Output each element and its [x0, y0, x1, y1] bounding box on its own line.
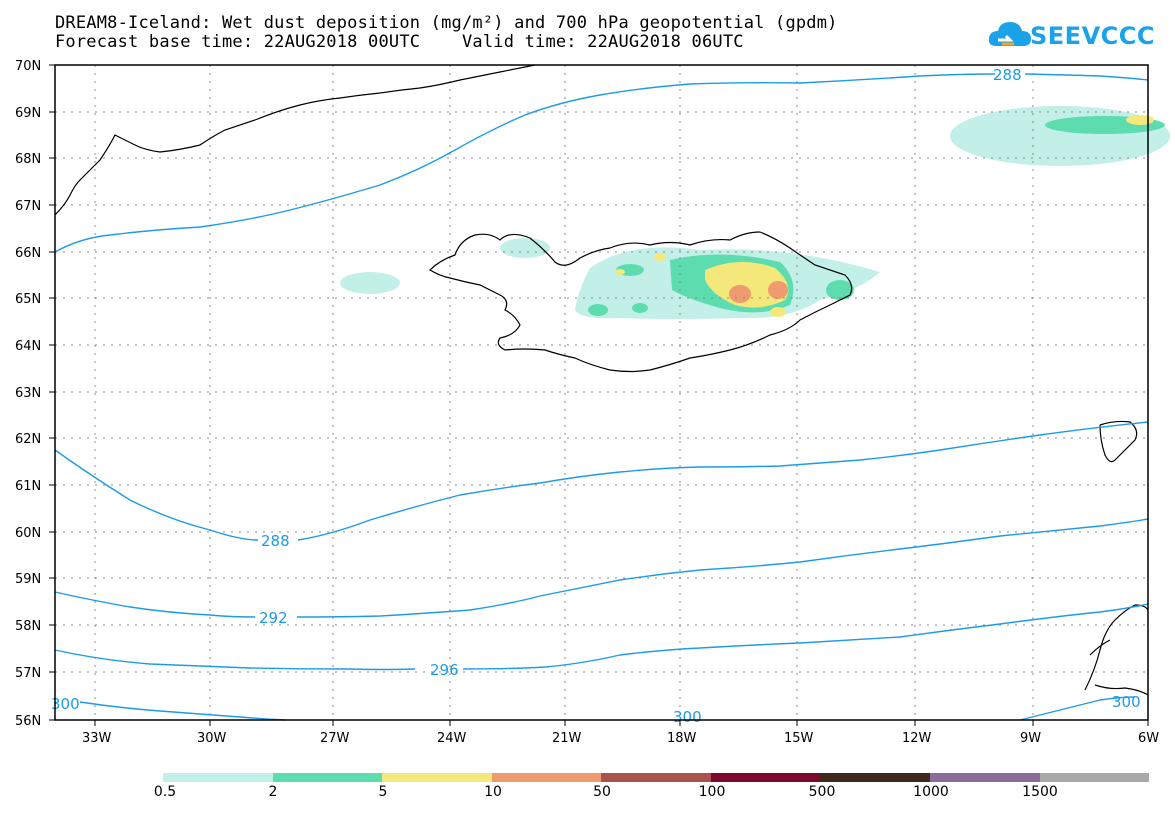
legend-swatch — [601, 773, 711, 782]
contour-label-288-mid: 288 — [261, 532, 290, 550]
lat-label: 60N — [15, 526, 41, 541]
contour-label-292: 292 — [259, 609, 288, 627]
geopotential-contours — [54, 73, 1149, 721]
lon-label: 9W — [1020, 731, 1041, 746]
lat-label: 63N — [15, 386, 41, 401]
lon-label: 18W — [667, 731, 697, 746]
iceland-coast — [429, 231, 853, 373]
lat-label: 70N — [15, 59, 41, 74]
contour-labels: 288 288 292 296 300 300 300 — [51, 66, 1141, 726]
map-title: DREAM8-Iceland: Wet dust deposition (mg/… — [55, 13, 838, 33]
contour-label-300-left: 300 — [51, 695, 80, 713]
longitude-labels: 33W 30W 27W 24W 21W 18W 15W 12W 9W 6W — [82, 731, 1159, 746]
seevccc-logo: SEEVCCC — [988, 18, 1155, 58]
lon-label: 24W — [437, 731, 467, 746]
legend-swatch — [929, 773, 1040, 782]
lat-label: 68N — [15, 152, 41, 167]
legend-swatch — [820, 773, 930, 782]
map-subtitle: Forecast base time: 22AUG2018 00UTC Vali… — [55, 32, 744, 52]
contour-292 — [54, 518, 1149, 618]
lat-label: 64N — [15, 339, 41, 354]
lon-label: 12W — [902, 731, 932, 746]
contour-label-300-right: 300 — [1112, 693, 1141, 711]
legend-label: 5 — [378, 784, 388, 800]
lon-label: 6W — [1138, 731, 1159, 746]
legend-label: 2 — [268, 784, 278, 800]
axis-ticks — [49, 64, 1149, 726]
lat-label: 67N — [15, 199, 41, 214]
lat-label: 65N — [15, 292, 41, 307]
lat-label: 59N — [15, 572, 41, 587]
contour-288-south — [54, 421, 1149, 541]
contour-label-296: 296 — [430, 661, 459, 679]
lat-label: 58N — [15, 619, 41, 634]
legend-label: 10 — [484, 784, 502, 800]
lat-label: 62N — [15, 432, 41, 447]
contour-300-left — [79, 701, 286, 721]
legend-label: 1000 — [913, 784, 949, 800]
lon-label: 33W — [82, 731, 112, 746]
greenland-coast — [54, 64, 536, 216]
lat-label: 57N — [15, 666, 41, 681]
lat-label: 56N — [15, 714, 41, 729]
lon-label: 21W — [552, 731, 582, 746]
legend-swatch — [163, 773, 273, 782]
legend-label: 50 — [593, 784, 611, 800]
legend-label: 100 — [698, 784, 726, 800]
legend-label: 0.5 — [153, 784, 177, 800]
contour-label-300-mid: 300 — [673, 708, 702, 726]
cloud-icon — [988, 22, 1031, 46]
contour-300-right — [1019, 696, 1136, 721]
graticule — [55, 65, 1148, 720]
color-legend — [163, 773, 1150, 782]
contour-label-288-top: 288 — [993, 66, 1022, 84]
legend-swatch — [491, 773, 602, 782]
scotland-coast — [1084, 604, 1149, 696]
legend-label: 500 — [808, 784, 836, 800]
lon-label: 30W — [197, 731, 227, 746]
coastlines — [54, 64, 1149, 696]
legend-swatch — [1039, 773, 1150, 782]
legend-swatch — [272, 773, 383, 782]
lat-label: 69N — [15, 106, 41, 121]
legend-swatch — [382, 773, 492, 782]
lon-label: 27W — [320, 731, 350, 746]
faroe-coast — [1099, 420, 1138, 463]
logo-text: SEEVCCC — [1030, 22, 1155, 50]
legend-swatch — [710, 773, 821, 782]
dust-deposition-shading — [340, 106, 1170, 319]
contour-288-north — [54, 73, 1149, 253]
legend-label: 1500 — [1022, 784, 1058, 800]
latitude-labels: 70N 69N 68N 67N 66N 65N 64N 63N 62N 61N … — [15, 59, 41, 729]
lat-label: 61N — [15, 479, 41, 494]
lat-label: 66N — [15, 246, 41, 261]
contour-296 — [54, 603, 1149, 671]
lon-label: 15W — [784, 731, 814, 746]
